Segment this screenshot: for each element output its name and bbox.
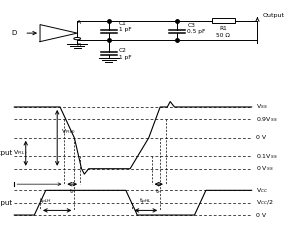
Text: t$_{pHL}$: t$_{pHL}$ <box>140 196 152 207</box>
Text: V$_{CC}$/2: V$_{CC}$/2 <box>256 198 274 207</box>
Text: C3
0.5 pF: C3 0.5 pF <box>187 23 206 34</box>
Text: 0.9V$_{SS}$: 0.9V$_{SS}$ <box>256 115 278 124</box>
Text: 0.1V$_{SS}$: 0.1V$_{SS}$ <box>256 152 278 161</box>
Text: R1
50 Ω: R1 50 Ω <box>216 26 230 38</box>
Text: Output: Output <box>0 150 13 156</box>
Text: V$_{CC}$: V$_{CC}$ <box>256 186 268 195</box>
Text: A: A <box>77 20 81 25</box>
Text: C1
1 pF: C1 1 pF <box>119 21 131 32</box>
Text: V$_{P(L)}$: V$_{P(L)}$ <box>13 149 27 157</box>
Text: t$_f$: t$_f$ <box>69 187 76 196</box>
Text: 0 V: 0 V <box>256 213 266 218</box>
Text: 0 V$_{SS}$: 0 V$_{SS}$ <box>256 164 274 173</box>
Text: t$_r$: t$_r$ <box>156 187 162 196</box>
Text: Input: Input <box>0 200 13 206</box>
Text: t$_{pLH}$: t$_{pLH}$ <box>39 196 51 207</box>
Text: D: D <box>12 30 17 36</box>
Text: C2
1 pF: C2 1 pF <box>119 48 131 60</box>
Bar <box>212 18 235 23</box>
Text: 0 V: 0 V <box>256 135 266 140</box>
Text: B: B <box>77 43 81 48</box>
Text: V$_{P(H)}$: V$_{P(H)}$ <box>61 127 76 136</box>
Text: Output: Output <box>263 13 285 18</box>
Text: V$_{SS}$: V$_{SS}$ <box>256 103 268 111</box>
